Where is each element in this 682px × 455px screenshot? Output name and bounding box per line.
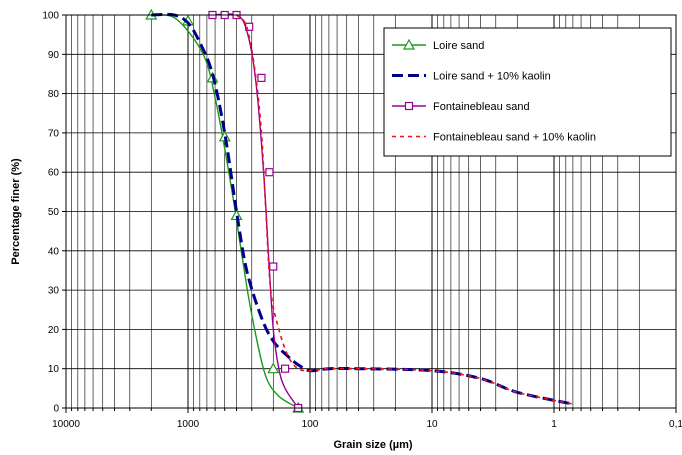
x-axis-title: Grain size (µm) (333, 439, 412, 451)
legend-item: Loire sand + 10% kaolin (392, 71, 551, 83)
legend-label: Loire sand + 10% kaolin (433, 71, 551, 83)
legend-swatch-marker (402, 38, 416, 50)
series-loire-sand-10-kaolin (151, 12, 574, 406)
y-tick-label: 0 (53, 404, 59, 415)
y-tick-label: 90 (48, 50, 60, 61)
x-tick-label: 10000 (52, 419, 80, 430)
data-point (265, 168, 274, 177)
x-tick-label: 10 (426, 419, 438, 430)
data-point (245, 22, 254, 31)
data-point (257, 73, 266, 82)
series-fontainebleau-sand-10-kaolin (235, 14, 574, 405)
y-tick-label: 80 (48, 89, 60, 100)
data-point (280, 364, 290, 373)
series-line (151, 12, 574, 406)
legend-item: Fontainebleau sand + 10% kaolin (392, 132, 596, 144)
legend-label: Fontainebleau sand + 10% kaolin (433, 132, 596, 144)
legend: Loire sand Loire sand + 10% kaolin Fontain… (383, 27, 672, 157)
legend-item: Fontainebleau sand (392, 101, 530, 113)
data-point (269, 262, 278, 271)
legend-swatch-marker (404, 101, 414, 111)
y-tick-label: 30 (48, 286, 60, 297)
legend-label: Fontainebleau sand (433, 101, 530, 113)
data-point (267, 362, 280, 374)
y-tick-label: 40 (48, 246, 60, 257)
x-tick-label: 0,1 (669, 419, 682, 430)
series-line (212, 13, 299, 409)
x-tick-label: 1 (551, 419, 557, 430)
y-tick-label: 70 (48, 128, 60, 139)
y-tick-label: 50 (48, 207, 60, 218)
legend-label: Loire sand (433, 40, 484, 52)
y-tick-label: 10 (48, 364, 60, 375)
y-axis-title: Percentage finer (%) (10, 158, 22, 265)
series-line (235, 14, 574, 405)
x-tick-label: 100 (302, 419, 319, 430)
legend-box (383, 27, 672, 157)
x-tick-label: 1000 (177, 419, 200, 430)
legend-item: Loire sand (392, 38, 484, 52)
plot-frame (65, 14, 677, 409)
series-layer (145, 8, 574, 413)
y-tick-label: 60 (48, 168, 60, 179)
y-tick-label: 20 (48, 325, 60, 336)
y-tick-label: 100 (42, 11, 59, 22)
